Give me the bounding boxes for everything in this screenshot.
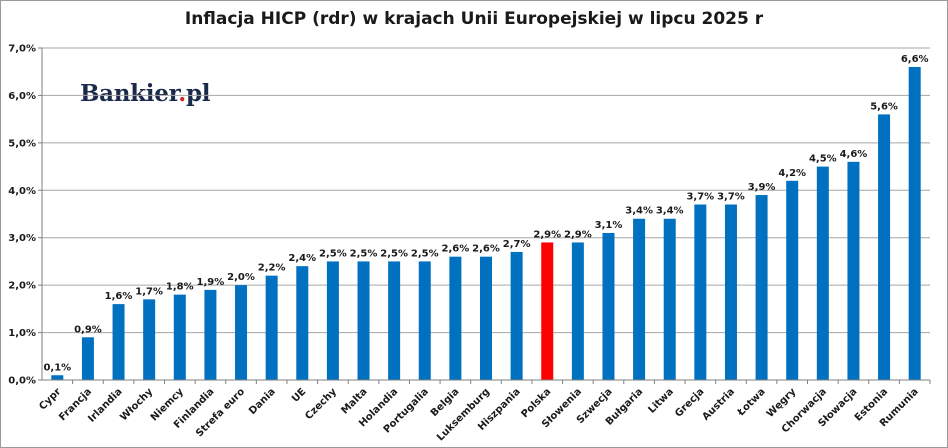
- x-category-label: UE: [290, 386, 308, 404]
- data-label: 0,1%: [43, 362, 71, 373]
- bar-1: [81, 337, 94, 380]
- y-axis: 0,0% 1,0% 2,0% 3,0% 4,0% 5,0% 6,0% 7,0%: [8, 44, 43, 387]
- data-label: 2,7%: [503, 239, 531, 250]
- bar-26: [847, 161, 860, 380]
- bar-20: [663, 218, 676, 380]
- logo-suffix: pl: [186, 80, 211, 107]
- data-label: 1,7%: [135, 286, 163, 297]
- chart-title: Inflacja HICP (rdr) w krajach Unii Europ…: [184, 9, 764, 29]
- y-tick-label: 7,0%: [8, 44, 36, 55]
- bar-5: [204, 289, 217, 380]
- x-category-label: Malta: [339, 386, 369, 416]
- data-label: 2,5%: [319, 248, 347, 259]
- data-label: 3,4%: [625, 206, 653, 217]
- x-axis: CyprFrancjaIrlandiaWłochyNiemcyFinlandia…: [37, 379, 931, 443]
- data-label: 2,4%: [288, 253, 316, 264]
- y-tick-label: 4,0%: [8, 186, 36, 197]
- bar-14: [480, 256, 492, 380]
- data-label: 1,8%: [166, 282, 194, 293]
- data-label: 3,4%: [656, 206, 684, 217]
- data-labels: 0,1%0,9%1,6% 1,7% 1,8% 1,9% 2,0%2,2%2,4% 2,5%…: [43, 54, 928, 373]
- logo-name: Bankier: [80, 80, 179, 107]
- x-category-label: Czechy: [303, 386, 339, 422]
- data-label: 3,7%: [717, 192, 745, 203]
- bar-7: [265, 275, 278, 380]
- bar-10: [357, 261, 370, 380]
- bar-21: [694, 204, 707, 380]
- bar-8: [296, 266, 309, 380]
- bar-28: [908, 66, 921, 380]
- bar-6: [235, 285, 248, 380]
- data-label: 2,2%: [258, 263, 286, 274]
- bar-2: [112, 304, 125, 380]
- data-label: 4,5%: [809, 154, 837, 165]
- x-category-label: Litwa: [646, 386, 675, 415]
- x-category-label: Austria: [701, 386, 738, 423]
- y-tick-label: 1,0%: [8, 328, 36, 339]
- x-category-label: Irlandia: [86, 386, 124, 424]
- y-tick-label: 5,0%: [8, 138, 36, 149]
- bar-25: [816, 166, 829, 380]
- bar-19: [633, 218, 646, 380]
- bar-3: [143, 299, 156, 380]
- x-category-label: Luksemburg: [435, 386, 492, 443]
- bar-0: [51, 375, 64, 380]
- bankier-logo: Bankier.pl: [80, 80, 211, 107]
- bar-27: [878, 114, 891, 381]
- bar-4: [173, 294, 186, 380]
- data-label: 3,7%: [686, 192, 714, 203]
- x-category-label: Cypr: [37, 386, 63, 412]
- bar-23: [755, 195, 768, 380]
- bar-9: [326, 261, 339, 380]
- data-label: 2,5%: [350, 248, 378, 259]
- data-label: 2,6%: [472, 244, 500, 255]
- data-label: 2,9%: [533, 229, 561, 240]
- bar-13: [449, 256, 462, 380]
- data-label: 3,1%: [595, 220, 623, 231]
- bar-15: [510, 251, 523, 380]
- logo-dot: .: [178, 80, 186, 107]
- x-category-label: Dania: [247, 386, 278, 417]
- data-label: 2,0%: [227, 272, 255, 283]
- data-label: 2,5%: [411, 248, 439, 259]
- data-label: 2,6%: [442, 244, 470, 255]
- data-label: 3,9%: [748, 182, 776, 193]
- bars: [51, 66, 921, 381]
- data-label: 2,5%: [380, 248, 408, 259]
- data-label: 2,9%: [564, 229, 592, 240]
- bar-17: [571, 242, 584, 380]
- bar-12: [418, 261, 431, 380]
- x-category-label: Łotwa: [735, 386, 768, 419]
- data-label: 5,6%: [870, 101, 898, 112]
- bar-18: [602, 232, 615, 380]
- data-label: 4,6%: [840, 149, 868, 160]
- y-tick-label: 6,0%: [8, 91, 36, 102]
- bar-16: [541, 242, 554, 380]
- data-label: 6,6%: [901, 54, 929, 65]
- bar-22: [724, 204, 737, 380]
- data-label: 1,6%: [105, 291, 133, 302]
- data-label: 1,9%: [197, 277, 225, 288]
- bar-24: [786, 180, 799, 380]
- bar-11: [388, 261, 401, 380]
- y-tick-label: 3,0%: [8, 233, 36, 244]
- y-tick-label: 2,0%: [8, 281, 36, 292]
- y-tick-label: 0,0%: [8, 376, 36, 387]
- data-label: 0,9%: [74, 324, 102, 335]
- data-label: 4,2%: [778, 168, 806, 179]
